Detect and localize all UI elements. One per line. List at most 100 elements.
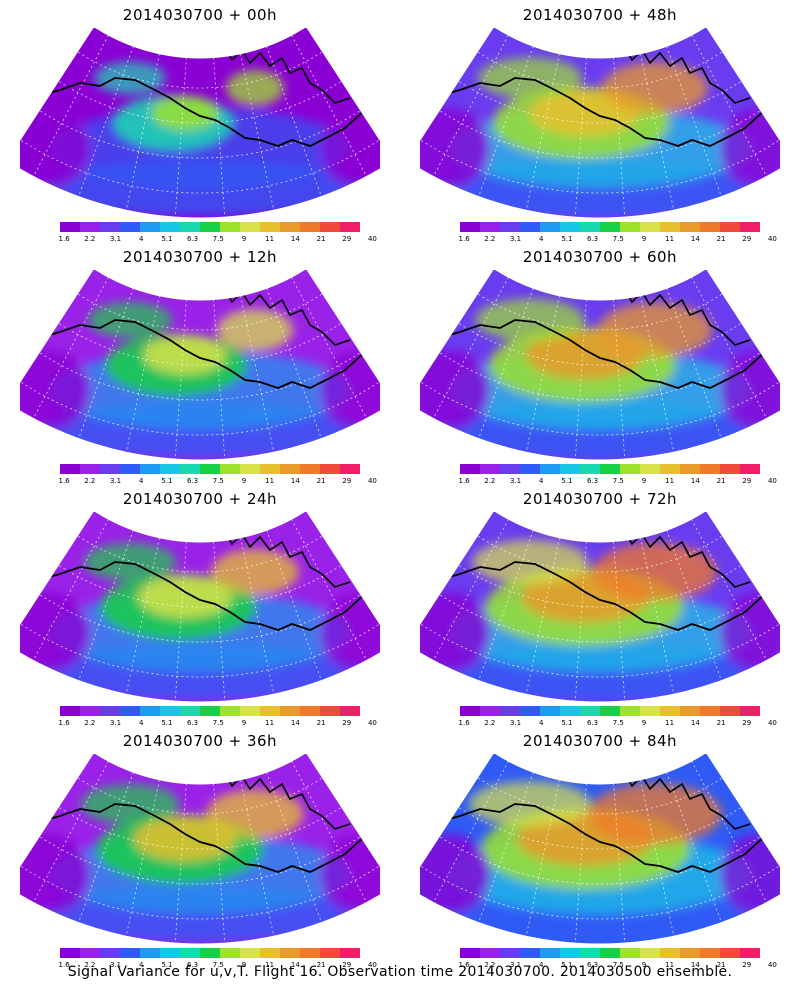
meridian-gridline [640, 537, 675, 695]
colorbar-swatch [280, 464, 300, 474]
colorbar-tick-label: 21 [716, 719, 726, 727]
colorbar-tick-label: 21 [716, 961, 726, 969]
colorbar-tick-label: 3.1 [509, 235, 522, 243]
colorbar-tick-label: 29 [342, 719, 352, 727]
meridian-gridline [432, 760, 509, 903]
colorbar-swatch [620, 222, 640, 232]
colorbar-tick-label: 3.1 [509, 477, 522, 485]
colorbar-swatch [300, 706, 320, 716]
variance-field-region [468, 781, 592, 827]
colorbar-swatch [140, 464, 160, 474]
colorbar-swatch [720, 222, 740, 232]
panel-title: 2014030700 + 36h [122, 732, 278, 750]
colorbar-tick-label: 4 [538, 719, 544, 727]
colorbar-swatch [740, 706, 760, 716]
forecast-panel: 2014030700 + 84h 1.6 2.2 3.1 4 5.1 6.3 7.5 9 11 14… [400, 726, 800, 971]
colorbar-tick-label: 9 [641, 961, 647, 969]
colorbar-swatch [660, 706, 680, 716]
colorbar-swatch [600, 464, 620, 474]
colorbar-swatch [160, 948, 180, 958]
colorbar-swatch [220, 706, 240, 716]
variance-map [420, 754, 780, 944]
colorbar-tick-label: 29 [342, 961, 352, 969]
colorbar-tick-label: 21 [316, 235, 326, 243]
colorbar-swatch [720, 706, 740, 716]
forecast-panel: 2014030700 + 36h 1.6 2.2 3.1 4 5.1 6.3 7.5 9 11 14… [0, 726, 400, 971]
colorbar-tick-label: 2.2 [84, 235, 96, 243]
colorbar-swatch [260, 222, 280, 232]
meridian-gridline [32, 276, 109, 419]
variance-field-region [20, 592, 90, 672]
map-outline [420, 270, 780, 460]
colorbar-swatch [320, 464, 340, 474]
colorbar [60, 706, 360, 718]
colorbar-tick-label: 40 [367, 235, 377, 243]
colorbar-tick-label: 11 [665, 961, 675, 969]
meridian-gridline [266, 772, 322, 923]
meridian-gridline [432, 276, 509, 419]
colorbar-tick-label: 9 [641, 719, 647, 727]
colorbar-swatch [140, 222, 160, 232]
panel-title: 2014030700 + 00h [122, 6, 278, 24]
colorbar-tick-label: 14 [290, 719, 300, 727]
coastline [614, 772, 751, 830]
colorbar-swatch [740, 222, 760, 232]
colorbar-ticks: 1.6 2.2 3.1 4 5.1 6.3 7.5 9 11 14 21 29 40 [59, 477, 377, 487]
colorbar-swatch [660, 464, 680, 474]
forecast-panel: 2014030700 + 72h 1.6 2.2 3.1 4 5.1 6.3 7.5 9 11 14… [400, 484, 800, 729]
colorbar-swatch [460, 948, 480, 958]
colorbar-tick-label: 6.3 [587, 961, 599, 969]
colorbar [60, 948, 360, 960]
colorbar-swatch [280, 706, 300, 716]
variance-map [420, 512, 780, 702]
colorbar-swatch [280, 222, 300, 232]
colorbar-tick-label: 5.1 [561, 719, 573, 727]
meridian-gridline [240, 779, 275, 937]
colorbar-swatch [560, 222, 580, 232]
colorbar-swatch [520, 464, 540, 474]
colorbar-ticks: 1.6 2.2 3.1 4 5.1 6.3 7.5 9 11 14 21 29 40 [59, 235, 377, 245]
panel-title: 2014030700 + 12h [122, 248, 278, 266]
colorbar-tick-label: 9 [241, 961, 247, 969]
colorbar-swatch [520, 948, 540, 958]
colorbar-swatch [140, 706, 160, 716]
variance-field-region [420, 592, 490, 672]
colorbar-swatch [120, 222, 140, 232]
variance-field-region [80, 784, 180, 824]
meridian-gridline [432, 518, 509, 661]
colorbar-swatch [740, 948, 760, 958]
meridian-gridline [291, 34, 368, 177]
colorbar-swatch [200, 222, 220, 232]
meridian-gridline [125, 779, 160, 937]
meridian-gridline [240, 537, 275, 695]
colorbar-tick-label: 1.6 [458, 477, 470, 485]
colorbar [460, 222, 760, 234]
colorbar-swatch [100, 222, 120, 232]
variance-field-region [20, 834, 90, 914]
colorbar-swatch [180, 222, 200, 232]
colorbar-tick-label: 11 [265, 235, 275, 243]
meridian-gridline [213, 541, 226, 702]
colorbar-swatch [260, 706, 280, 716]
colorbar-swatch [700, 222, 720, 232]
colorbar-swatch [460, 222, 480, 232]
colorbar-swatch [340, 464, 360, 474]
colorbar-swatch [540, 222, 560, 232]
colorbar-ticks: 1.6 2.2 3.1 4 5.1 6.3 7.5 9 11 14 21 29 40 [59, 719, 377, 729]
meridian-gridline [666, 46, 722, 197]
forecast-panel: 2014030700 + 00h 1.6 2.2 3.1 4 5.1 6.3 7.5 9 11 14… [0, 0, 400, 245]
colorbar-swatch [460, 706, 480, 716]
meridian-gridline [525, 295, 560, 453]
colorbar-tick-label: 4 [138, 961, 144, 969]
coastline [614, 46, 751, 104]
colorbar-ticks: 1.6 2.2 3.1 4 5.1 6.3 7.5 9 11 14 21 29 40 [459, 235, 777, 245]
colorbar-swatch [640, 948, 660, 958]
meridian-gridline [266, 288, 322, 439]
colorbar-swatch [520, 222, 540, 232]
colorbar-tick-label: 4 [538, 477, 544, 485]
colorbar-tick-label: 14 [290, 961, 300, 969]
meridian-gridline [640, 295, 675, 453]
colorbar-tick-label: 2.2 [84, 477, 96, 485]
meridian-gridline [691, 34, 768, 177]
colorbar-swatch [600, 222, 620, 232]
